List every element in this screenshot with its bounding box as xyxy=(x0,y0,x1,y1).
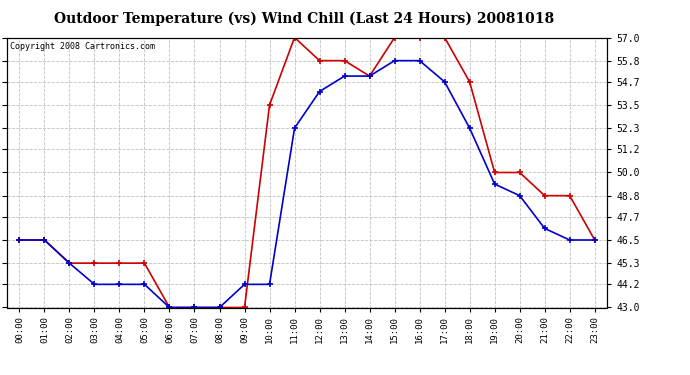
Text: Copyright 2008 Cartronics.com: Copyright 2008 Cartronics.com xyxy=(10,42,155,51)
Text: Outdoor Temperature (vs) Wind Chill (Last 24 Hours) 20081018: Outdoor Temperature (vs) Wind Chill (Las… xyxy=(54,11,553,26)
